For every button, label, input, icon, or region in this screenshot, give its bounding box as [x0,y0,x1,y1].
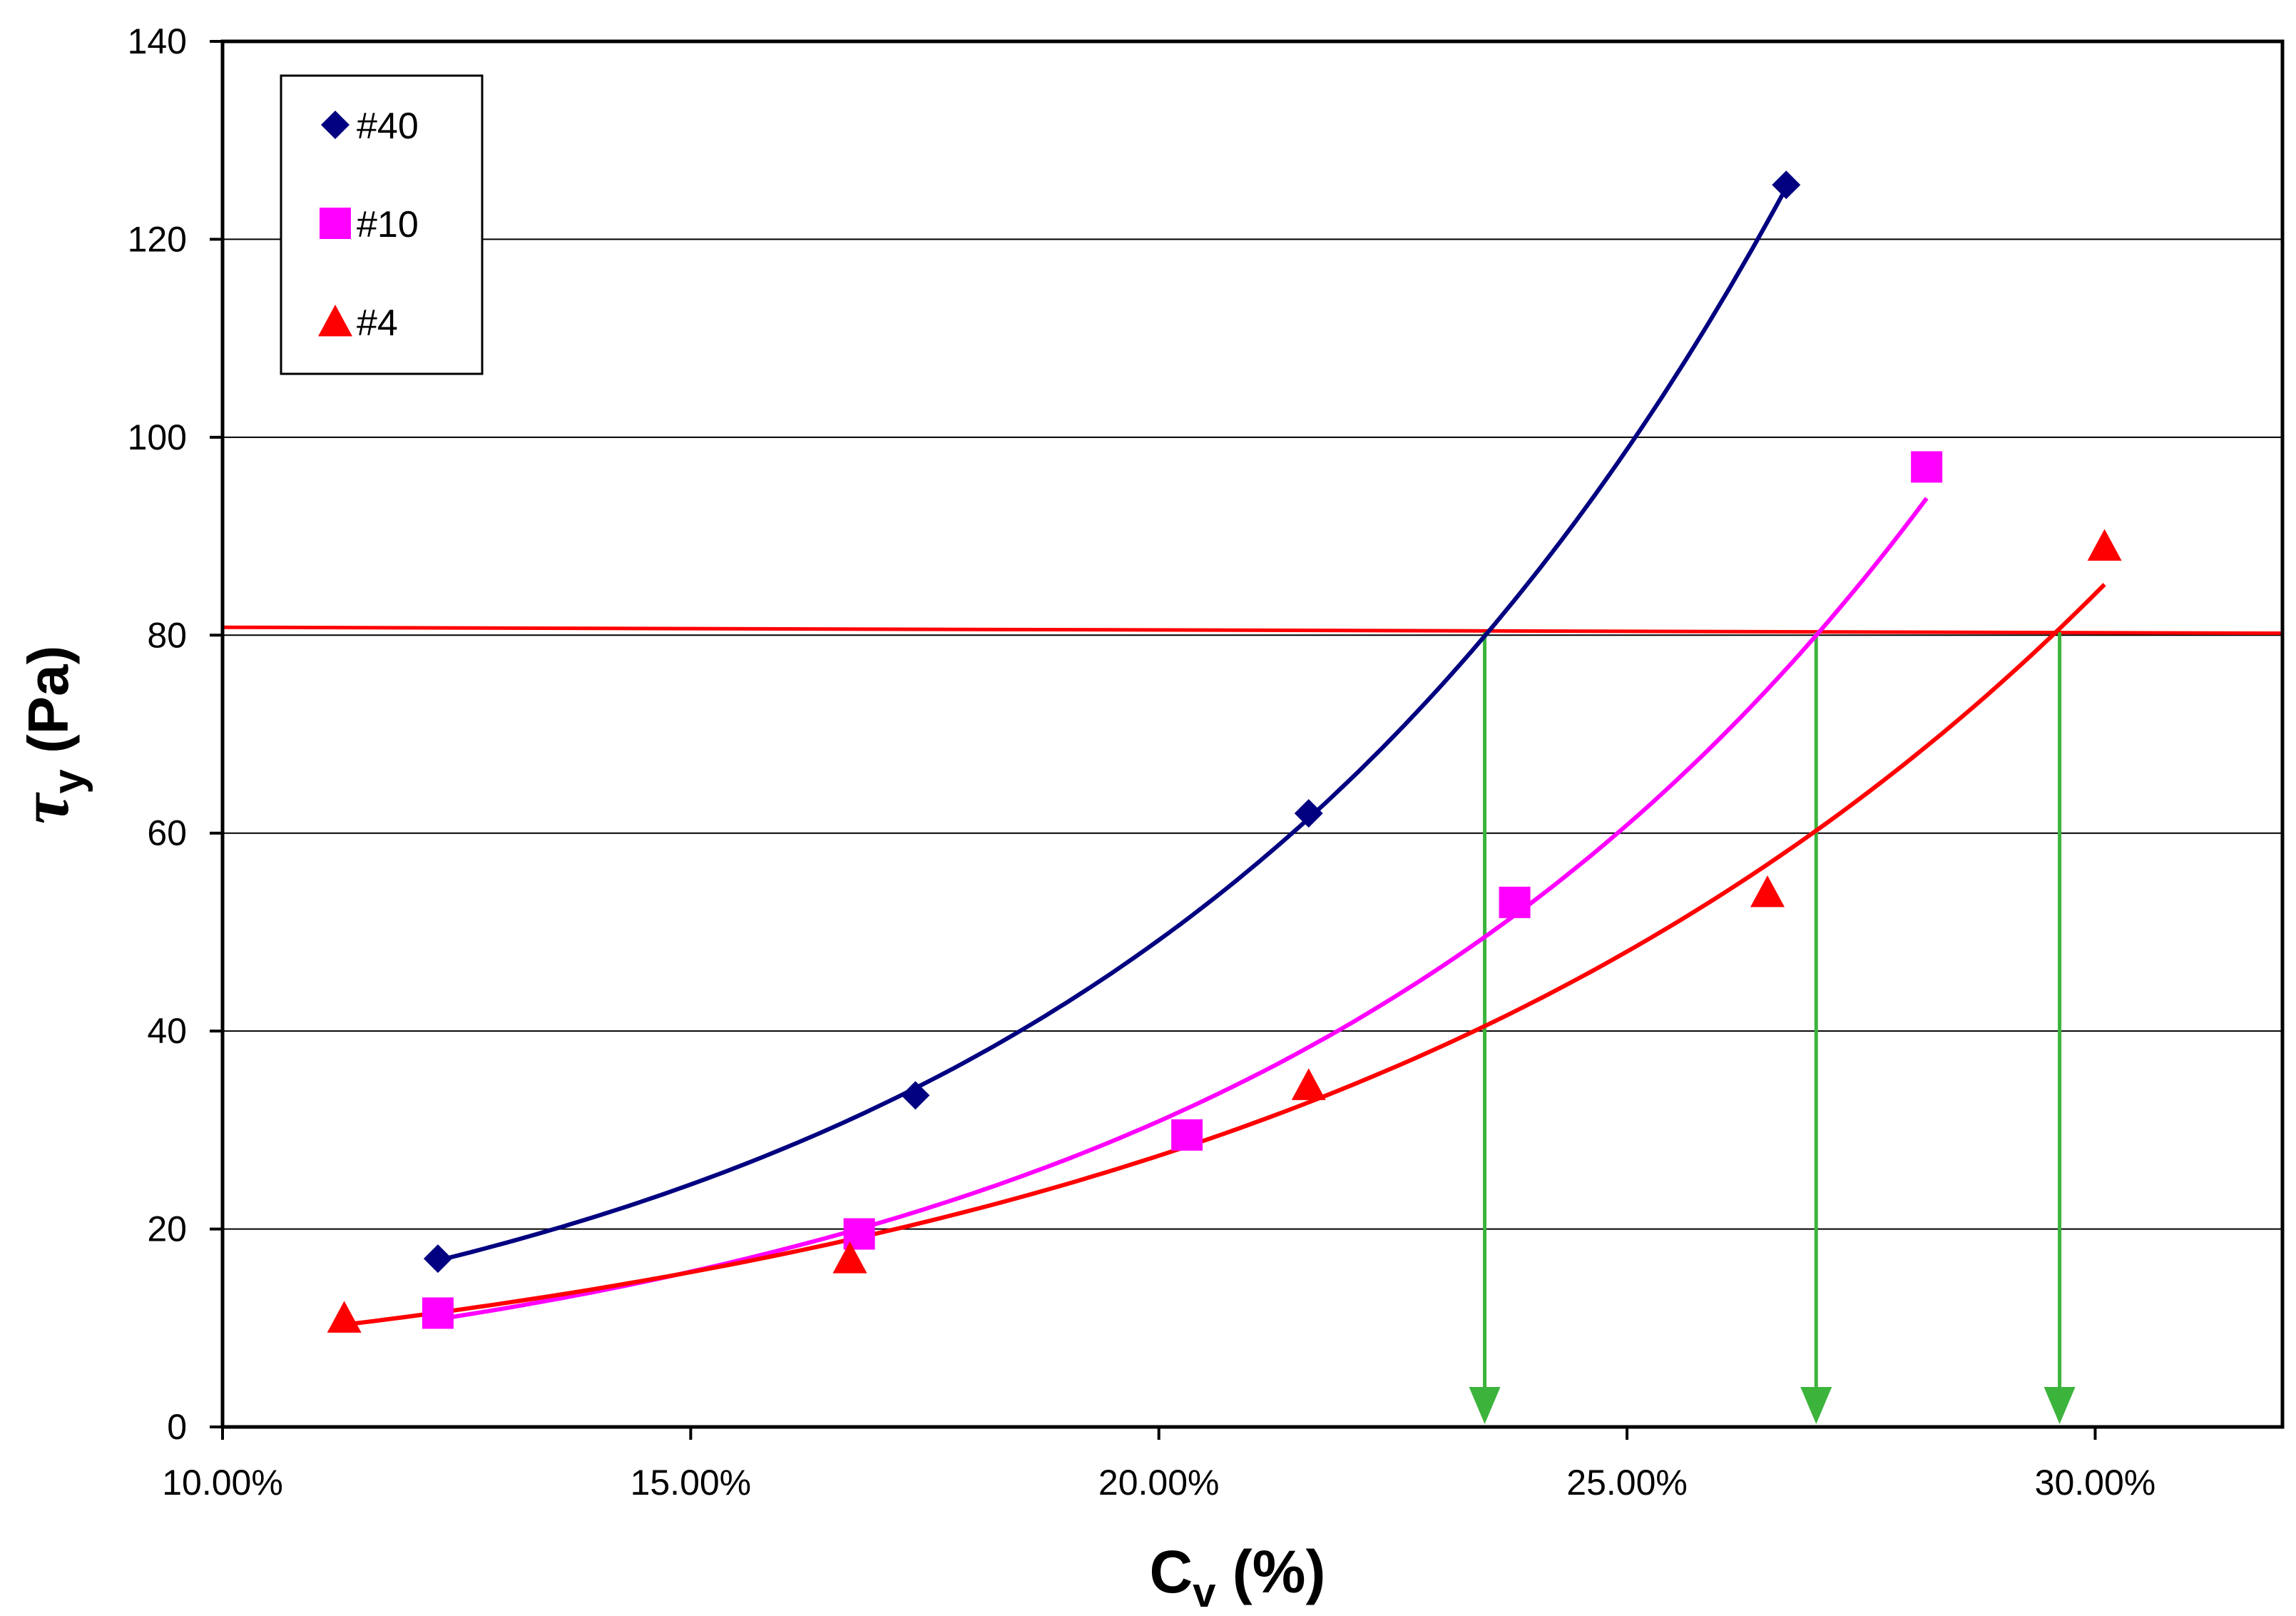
drop-arrow-head-1 [1800,1387,1832,1424]
legend-marker-1 [320,208,351,239]
legend-label-0: #40 [357,106,419,147]
legend-label-1: #10 [357,204,419,245]
y-tick-label-3: 60 [147,813,187,853]
point-2-4 [2087,529,2122,561]
point-1-3 [1499,886,1531,918]
y-axis-title-suffix: (Pa) [16,646,80,769]
x-axis: 10.00% 15.00% 20.00% 25.00% 30.00% [162,1427,2155,1503]
reference-line-group [222,625,2283,636]
y-tick-label-7: 140 [128,21,187,61]
data-points-group [327,171,2122,1333]
drop-arrow-head-2 [2044,1387,2076,1424]
drop-arrow-head-0 [1469,1387,1501,1424]
point-2-3 [1750,875,1785,908]
x-axis-title-main: C [1150,1538,1193,1605]
trendline-2 [344,582,2106,1327]
point-0-3 [1772,171,1801,200]
x-axis-title-suffix: (%) [1215,1538,1325,1605]
y-tick-label-1: 20 [147,1209,187,1249]
x-tick-label-2: 20.00% [1098,1463,1220,1503]
point-2-2 [1291,1068,1326,1100]
y-axis-title: τy (Pa) [6,646,93,824]
point-1-2 [1171,1119,1203,1151]
gridlines [223,238,2282,1230]
legend-label-2: #4 [357,303,398,344]
reference-line [222,625,2283,636]
point-0-0 [423,1244,452,1274]
y-axis-title-main: τ [6,791,83,824]
point-1-4 [1911,451,1943,483]
plot-area-border [220,39,2285,1429]
point-0-2 [1294,798,1323,828]
y-tick-label-4: 80 [147,615,187,655]
x-tick-label-3: 25.00% [1566,1463,1688,1503]
trendline-0 [437,186,1788,1263]
x-tick-label-4: 30.00% [2035,1463,2156,1503]
y-axis: 0 20 40 60 80 100 120 140 [128,21,223,1447]
legend-marker-2 [318,305,352,337]
legend: #40 #10 #4 [280,74,484,375]
point-0-1 [901,1081,930,1110]
y-tick-label-0: 0 [167,1407,187,1447]
point-2-1 [832,1241,867,1274]
point-1-0 [422,1297,454,1329]
legend-box [280,74,484,375]
trendlines-group [344,186,2106,1327]
legend-marker-0 [321,111,349,139]
x-axis-title: Cv (%) [1150,1538,1326,1616]
y-tick-label-2: 40 [147,1011,187,1051]
x-tick-label-0: 10.00% [162,1463,283,1503]
y-tick-label-5: 100 [128,417,187,457]
legend-items: #40 #10 #4 [318,106,419,344]
y-axis-title-sub: y [44,769,93,794]
drop-arrows-group [1469,632,2076,1424]
x-axis-title-sub: v [1193,1570,1215,1616]
point-2-0 [327,1301,362,1333]
y-tick-label-6: 120 [128,219,187,259]
x-tick-label-1: 15.00% [631,1463,752,1503]
